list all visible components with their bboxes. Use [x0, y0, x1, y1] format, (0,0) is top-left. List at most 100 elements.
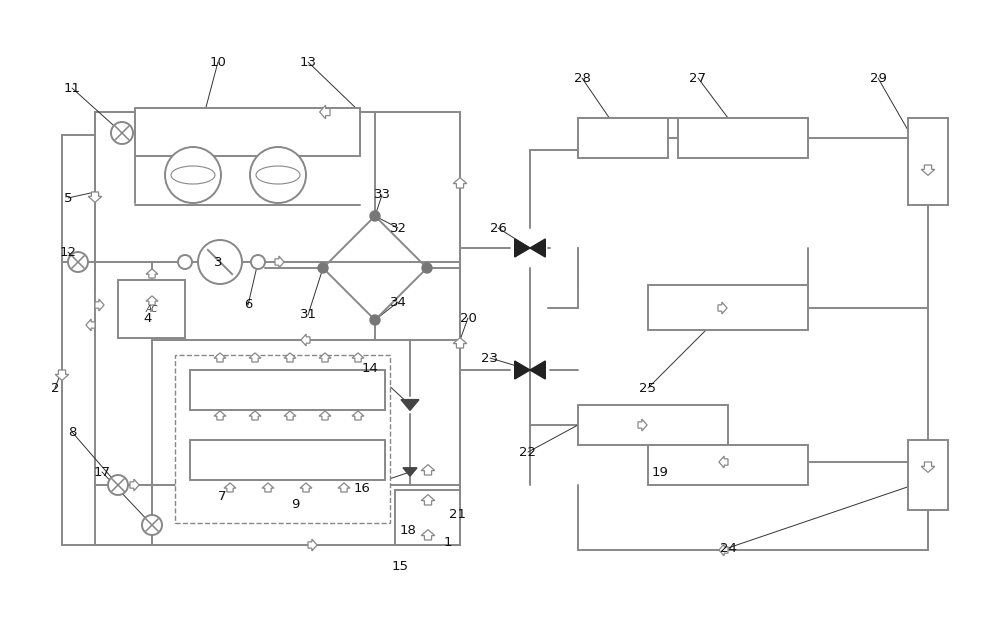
- Circle shape: [251, 255, 265, 269]
- Bar: [908, 440, 948, 510]
- Circle shape: [178, 255, 192, 269]
- Text: 33: 33: [374, 188, 390, 202]
- Text: 32: 32: [390, 222, 406, 235]
- Text: 17: 17: [94, 466, 110, 478]
- Polygon shape: [719, 456, 728, 468]
- Polygon shape: [130, 479, 139, 491]
- Polygon shape: [55, 370, 69, 381]
- Bar: [135, 108, 360, 156]
- Polygon shape: [308, 539, 317, 551]
- Text: 23: 23: [482, 352, 498, 364]
- Polygon shape: [214, 353, 226, 362]
- Circle shape: [142, 515, 162, 535]
- Text: 20: 20: [460, 312, 476, 324]
- Polygon shape: [515, 361, 530, 379]
- Polygon shape: [921, 165, 935, 175]
- Text: 27: 27: [690, 71, 706, 85]
- Text: 10: 10: [210, 56, 226, 68]
- Text: 15: 15: [392, 560, 409, 573]
- Polygon shape: [421, 464, 435, 475]
- Text: 9: 9: [291, 498, 299, 511]
- Polygon shape: [403, 468, 417, 476]
- Bar: [648, 445, 808, 485]
- Circle shape: [68, 252, 88, 272]
- Polygon shape: [719, 544, 728, 556]
- Polygon shape: [453, 337, 467, 348]
- Polygon shape: [352, 353, 364, 362]
- Text: 4: 4: [144, 312, 152, 324]
- Text: 12: 12: [60, 245, 76, 259]
- Polygon shape: [249, 353, 261, 362]
- Text: 11: 11: [64, 81, 80, 95]
- Polygon shape: [284, 353, 296, 362]
- Circle shape: [370, 211, 380, 221]
- Text: 24: 24: [720, 541, 736, 555]
- Text: 2: 2: [51, 381, 59, 394]
- Text: 31: 31: [300, 309, 316, 322]
- Polygon shape: [421, 530, 435, 540]
- Text: 14: 14: [362, 361, 378, 374]
- Text: 6: 6: [244, 299, 252, 312]
- Polygon shape: [301, 334, 310, 346]
- Polygon shape: [224, 483, 236, 492]
- Text: 16: 16: [354, 481, 370, 495]
- Bar: [190, 440, 385, 480]
- Polygon shape: [319, 353, 331, 362]
- Ellipse shape: [256, 166, 300, 184]
- Text: 25: 25: [640, 381, 656, 394]
- Polygon shape: [300, 483, 312, 492]
- Bar: [648, 285, 808, 330]
- Bar: [395, 490, 460, 545]
- Polygon shape: [921, 462, 935, 473]
- Polygon shape: [319, 411, 331, 420]
- Text: 18: 18: [400, 523, 416, 536]
- Bar: [578, 405, 728, 445]
- Polygon shape: [86, 319, 95, 331]
- Polygon shape: [401, 399, 419, 411]
- Polygon shape: [284, 411, 296, 420]
- Text: 28: 28: [574, 71, 590, 85]
- Circle shape: [370, 315, 380, 325]
- Polygon shape: [320, 105, 330, 119]
- Bar: [908, 118, 948, 205]
- Circle shape: [111, 122, 133, 144]
- Bar: [118, 280, 185, 338]
- Circle shape: [108, 475, 128, 495]
- Text: AC: AC: [146, 305, 158, 314]
- Circle shape: [422, 263, 432, 273]
- Text: 3: 3: [214, 255, 222, 269]
- Text: 5: 5: [64, 192, 72, 205]
- Text: 1: 1: [444, 536, 452, 550]
- Text: 34: 34: [390, 295, 406, 309]
- Polygon shape: [146, 269, 158, 278]
- Polygon shape: [146, 296, 158, 305]
- Text: 13: 13: [300, 56, 316, 68]
- Polygon shape: [88, 192, 102, 202]
- Bar: [190, 370, 385, 410]
- Polygon shape: [262, 483, 274, 492]
- Text: 19: 19: [652, 466, 668, 478]
- Text: 22: 22: [520, 446, 536, 458]
- Polygon shape: [338, 483, 350, 492]
- Circle shape: [165, 147, 221, 203]
- Circle shape: [250, 147, 306, 203]
- Text: 26: 26: [490, 222, 506, 235]
- Bar: [175, 355, 390, 523]
- Polygon shape: [718, 302, 727, 314]
- Polygon shape: [421, 495, 435, 505]
- Text: 7: 7: [218, 490, 226, 503]
- Circle shape: [318, 263, 328, 273]
- Polygon shape: [275, 256, 284, 268]
- Bar: [678, 118, 808, 158]
- Polygon shape: [214, 411, 226, 420]
- Polygon shape: [638, 419, 647, 431]
- Polygon shape: [453, 178, 467, 188]
- Ellipse shape: [171, 166, 215, 184]
- Polygon shape: [530, 361, 545, 379]
- Polygon shape: [530, 239, 545, 257]
- Polygon shape: [95, 299, 104, 311]
- Text: 8: 8: [68, 426, 76, 438]
- Text: 29: 29: [870, 71, 886, 85]
- Circle shape: [198, 240, 242, 284]
- Text: 21: 21: [450, 508, 466, 521]
